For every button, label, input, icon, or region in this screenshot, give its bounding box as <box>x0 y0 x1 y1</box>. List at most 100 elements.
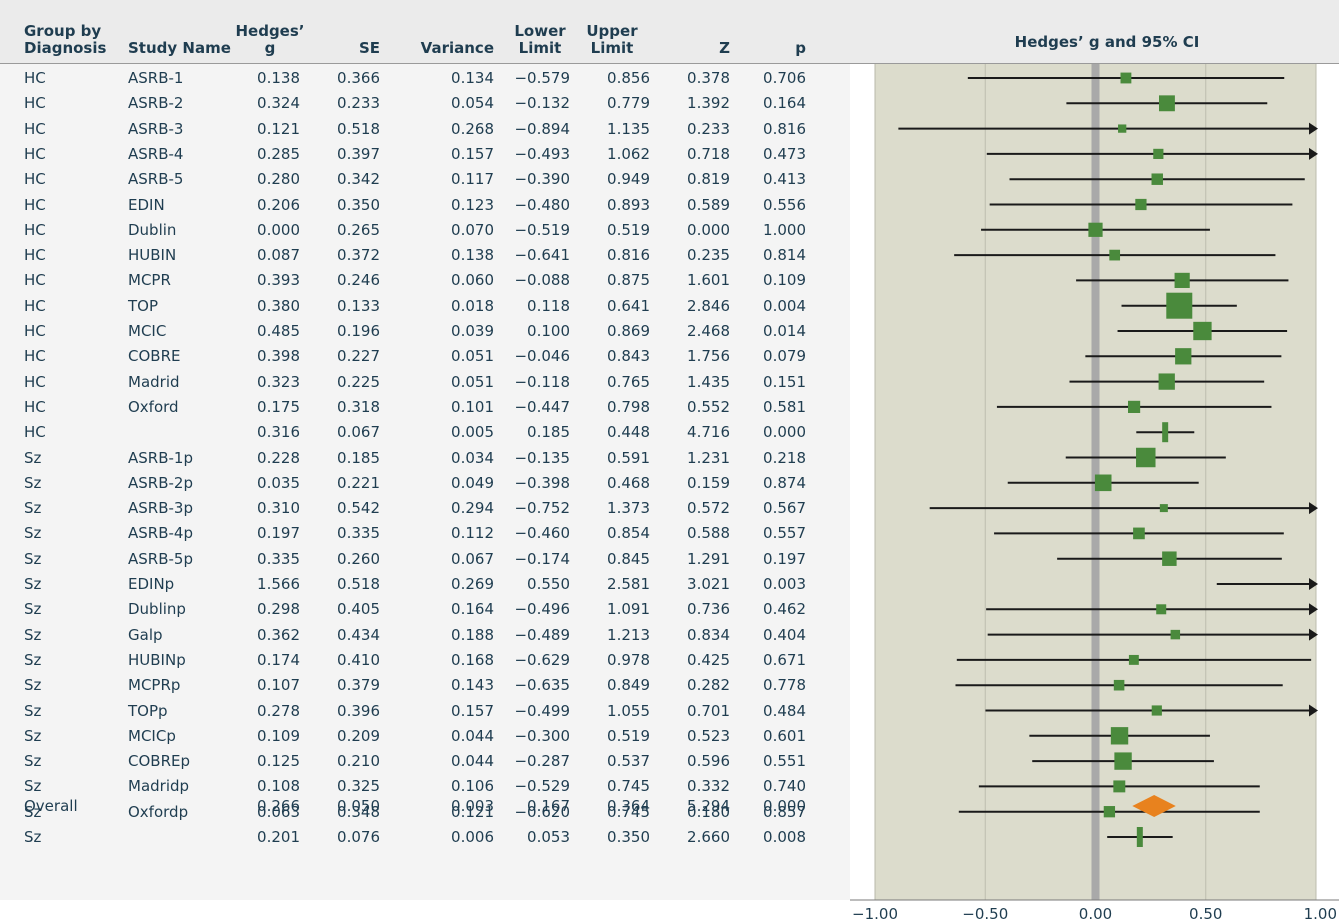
cell-variance: 0.168 <box>451 650 494 669</box>
cell-study: TOPp <box>128 701 168 720</box>
ci-arrow <box>1309 502 1318 515</box>
cell-variance: 0.044 <box>451 726 494 745</box>
cell-variance: 0.134 <box>451 69 494 87</box>
subtotal-marker <box>1162 422 1169 443</box>
cell-p: 0.404 <box>763 625 806 644</box>
effect-marker <box>1174 272 1190 288</box>
cell-study: COBREp <box>128 752 190 771</box>
cell-study: ASRB-4 <box>128 144 184 163</box>
cell-lower: −0.579 <box>514 69 570 87</box>
cell-upper: 0.779 <box>607 94 650 113</box>
cell-se: 0.076 <box>337 828 380 846</box>
cell-upper: 1.373 <box>607 499 650 518</box>
cell-group: Sz <box>24 676 42 695</box>
cell-upper: 0.843 <box>607 347 650 366</box>
cell-group: Sz <box>24 777 42 796</box>
effect-marker <box>1128 654 1139 665</box>
cell-group: Sz <box>24 524 42 543</box>
cell-study: MCICp <box>128 726 176 745</box>
header-z-line: Z <box>719 39 730 57</box>
effect-marker <box>1113 780 1126 793</box>
cell-se: 0.318 <box>337 397 380 416</box>
cell-z: 1.231 <box>687 448 730 467</box>
cell-g: 0.063 <box>257 802 300 821</box>
cell-group: HC <box>24 94 46 113</box>
cell-upper: 0.537 <box>607 752 650 771</box>
cell-group: HC <box>24 322 46 340</box>
cell-upper: 0.978 <box>607 650 650 669</box>
cell-study: HUBINp <box>128 650 186 669</box>
cell-lower: −0.398 <box>514 473 570 492</box>
header-g-line: g <box>264 39 276 57</box>
ci-arrow <box>1309 628 1318 641</box>
cell-g: 0.324 <box>257 94 300 113</box>
effect-marker <box>1170 629 1181 640</box>
cell-g: 0.380 <box>257 296 300 315</box>
cell-group: Sz <box>24 473 42 492</box>
cell-variance: 0.157 <box>451 701 494 720</box>
cell-lower: −0.641 <box>514 246 570 265</box>
cell-variance: 0.034 <box>451 448 494 467</box>
cell-g: 0.108 <box>257 777 300 796</box>
cell-group: Sz <box>24 499 42 518</box>
ci-arrow <box>1309 578 1318 590</box>
cell-study: ASRB-5p <box>128 549 193 568</box>
effect-marker <box>1156 604 1167 615</box>
cell-se: 0.246 <box>337 271 380 290</box>
cell-group: HC <box>24 347 46 366</box>
cell-lower: −0.174 <box>514 549 570 568</box>
cell-p: 0.484 <box>763 701 806 720</box>
cell-study: ASRB-3p <box>128 499 193 518</box>
cell-g: 0.175 <box>257 397 300 416</box>
cell-variance: 0.188 <box>451 625 494 644</box>
cell-z: 0.000 <box>687 220 730 239</box>
header-group: Group by Diagnosis <box>24 7 124 57</box>
cell-upper: 0.798 <box>607 397 650 416</box>
effect-marker <box>1120 72 1132 84</box>
cell-group: HC <box>24 69 46 87</box>
header-study-line: Study Name <box>128 39 231 57</box>
ci-arrow <box>1309 147 1318 160</box>
cell-study: COBRE <box>128 347 181 366</box>
effect-marker <box>1113 679 1125 691</box>
cell-variance: 0.123 <box>451 195 494 214</box>
cell-p: 0.706 <box>763 69 806 87</box>
cell-se: 0.434 <box>337 625 380 644</box>
cell-variance: 0.005 <box>451 423 494 442</box>
cell-variance: 0.067 <box>451 549 494 568</box>
cell-upper: 0.765 <box>607 372 650 391</box>
cell-upper: 0.845 <box>607 549 650 568</box>
cell-p: 0.556 <box>763 195 806 214</box>
cell-group: Sz <box>24 828 42 846</box>
cell-variance: 0.121 <box>451 802 494 821</box>
cell-p: 0.671 <box>763 650 806 669</box>
cell-z: 0.282 <box>687 676 730 695</box>
cell-upper: 0.816 <box>607 246 650 265</box>
cell-upper: 0.875 <box>607 271 650 290</box>
cell-group: Sz <box>24 752 42 771</box>
cell-study: ASRB-2p <box>128 473 193 492</box>
cell-p: 0.551 <box>763 752 806 771</box>
cell-variance: 0.003 <box>451 797 494 815</box>
cell-variance: 0.039 <box>451 322 494 340</box>
cell-group: Sz <box>24 802 42 821</box>
header-upper: Upper Limit <box>572 7 652 57</box>
cell-p: 0.014 <box>763 322 806 340</box>
cell-study: MCPRp <box>128 676 181 695</box>
header-study: Study Name <box>128 7 248 57</box>
cell-lower: −0.088 <box>514 271 570 290</box>
cell-z: 0.332 <box>687 777 730 796</box>
header-g-line: Hedges’ <box>235 22 305 40</box>
cell-z: 2.846 <box>687 296 730 315</box>
cell-group: HC <box>24 296 46 315</box>
cell-lower: −0.447 <box>514 397 570 416</box>
cell-g: 0.278 <box>257 701 300 720</box>
cell-study: ASRB-2 <box>128 94 184 113</box>
cell-study: MCIC <box>128 322 167 340</box>
cell-upper: 0.519 <box>607 726 650 745</box>
cell-variance: 0.049 <box>451 473 494 492</box>
cell-group: HC <box>24 119 46 138</box>
cell-group: Overall <box>24 797 78 815</box>
cell-variance: 0.060 <box>451 271 494 290</box>
header-lower-line: Limit <box>518 39 562 57</box>
